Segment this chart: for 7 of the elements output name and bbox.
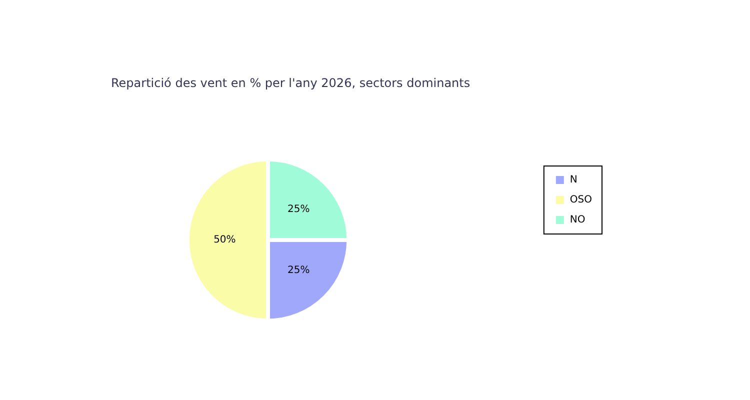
data-label: 25% — [288, 204, 310, 215]
chart-title: Repartició des vent en % per l'any 2026, sectors dominants — [111, 76, 470, 90]
legend-label: OSO — [570, 194, 592, 206]
legend-label: NO — [570, 214, 586, 226]
legend-label: N — [570, 174, 578, 186]
data-label: 25% — [288, 265, 310, 276]
data-label: 50% — [214, 234, 236, 246]
